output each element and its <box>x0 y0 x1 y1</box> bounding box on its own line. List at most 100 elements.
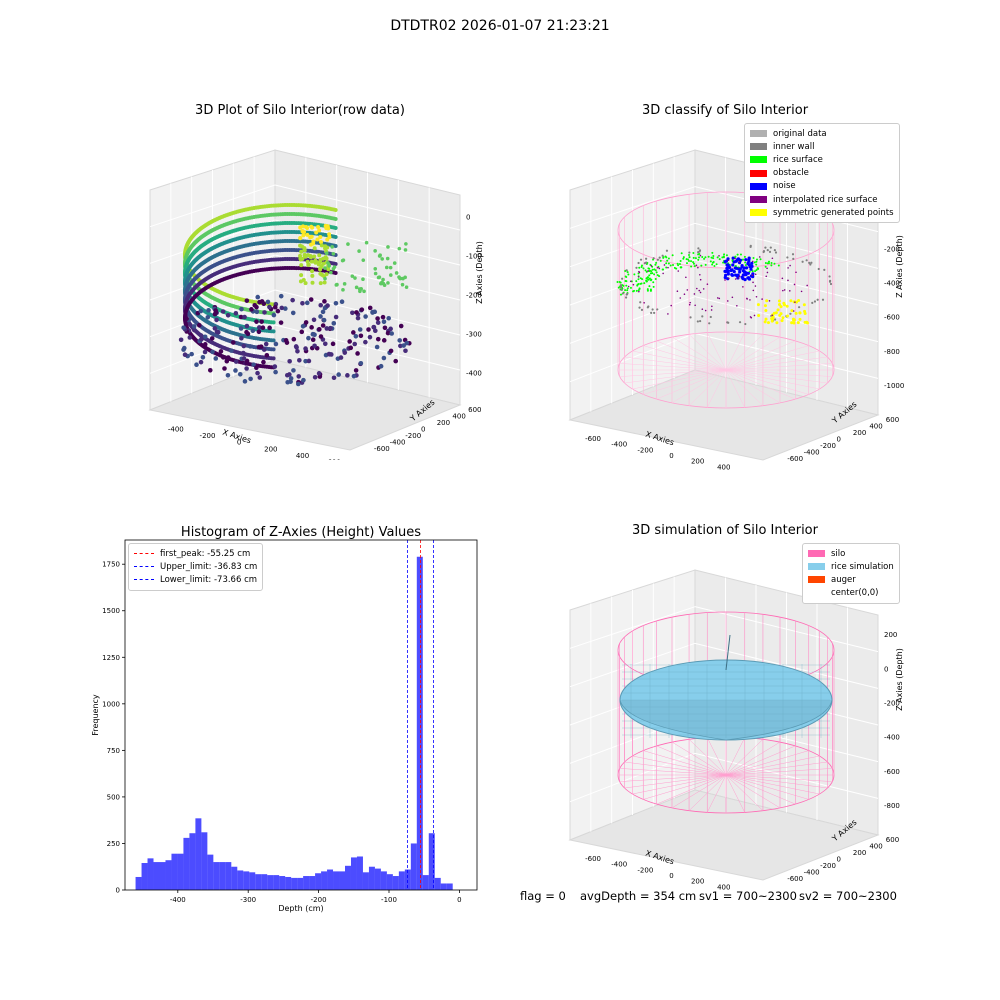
rice-surface-point <box>638 287 641 290</box>
rice-surface-point <box>685 258 688 261</box>
data-point <box>333 225 338 230</box>
data-point <box>378 363 384 369</box>
legend-swatch <box>750 196 767 204</box>
rice-surface-point <box>635 289 638 292</box>
data-point <box>225 312 231 318</box>
data-point <box>353 334 359 339</box>
rice-surface-point <box>687 260 690 263</box>
rice-surface-point <box>777 264 780 267</box>
inner-wall-point <box>658 256 661 259</box>
z-tick-label: -400 <box>466 370 482 378</box>
data-point <box>380 257 384 261</box>
data-point <box>254 365 259 371</box>
interpolated-point <box>758 256 761 258</box>
noise-point <box>747 257 751 261</box>
data-point <box>271 312 277 318</box>
data-point <box>404 340 410 346</box>
rice-surface-point <box>626 287 629 290</box>
data-point <box>381 277 385 282</box>
data-point <box>382 325 388 331</box>
classify-zlabel: Z Axies (Depth) <box>894 235 904 298</box>
interpolated-point <box>738 261 741 263</box>
data-point <box>312 374 318 380</box>
silo-wire <box>725 356 828 371</box>
data-point <box>295 348 300 354</box>
histogram-bar <box>404 869 411 890</box>
silo-wire <box>725 750 809 776</box>
data-point <box>181 325 186 330</box>
x-tick-label: -100 <box>381 896 397 904</box>
data-point <box>333 207 338 212</box>
data-point <box>267 325 272 331</box>
interpolated-point <box>789 264 791 267</box>
data-point <box>394 271 399 275</box>
x-tick-label: 0 <box>457 896 461 904</box>
interpolated-point <box>688 303 691 306</box>
data-point <box>316 225 321 230</box>
legend-label: rice simulation <box>831 561 894 572</box>
data-point <box>225 372 231 378</box>
rice-surface-point <box>662 268 665 271</box>
legend-swatch <box>750 209 767 217</box>
rice-surface-point <box>678 263 681 266</box>
x-tick-label: 200 <box>691 458 704 466</box>
legend-label: center(0,0) <box>831 588 879 599</box>
data-point <box>310 269 315 274</box>
y-tick-label: 600 <box>886 836 899 844</box>
interpolated-point <box>718 297 721 300</box>
data-point <box>325 303 330 308</box>
data-point <box>339 299 345 305</box>
rice-surface-point <box>743 255 746 258</box>
histogram-bar <box>189 833 196 890</box>
data-point <box>214 317 219 323</box>
interpolated-point <box>738 275 741 278</box>
data-point <box>398 343 403 349</box>
noise-point <box>749 267 753 271</box>
interpolated-point <box>766 271 769 274</box>
interpolated-point <box>806 284 808 287</box>
rice-surface-point <box>723 253 726 256</box>
histogram-bar <box>392 876 399 890</box>
y-tick-label: 0 <box>837 856 841 864</box>
rice-surface-point <box>666 259 669 262</box>
data-point <box>314 230 319 235</box>
rice-surface-point <box>742 258 745 261</box>
z-tick-label: 0 <box>466 214 470 222</box>
inner-wall-point <box>621 277 624 280</box>
silo-wire <box>725 737 745 776</box>
classify-3d-points <box>616 244 833 326</box>
data-point <box>316 371 322 376</box>
x-tick-label: -600 <box>585 435 601 443</box>
rice-surface-point <box>755 268 758 271</box>
data-point <box>256 325 262 330</box>
legend-entry: inner wall <box>750 140 894 153</box>
rice-surface-point <box>622 284 625 287</box>
symmetric-point <box>803 312 807 316</box>
data-point <box>346 242 350 246</box>
data-point <box>283 306 288 311</box>
data-point <box>283 338 289 343</box>
interpolated-point <box>751 260 754 263</box>
data-point <box>376 275 381 280</box>
rice-surface-point <box>645 270 648 273</box>
noise-point <box>737 267 741 271</box>
data-point <box>312 332 317 338</box>
silo-wire <box>671 774 727 809</box>
data-point <box>403 348 408 354</box>
data-point <box>331 267 336 271</box>
inner-wall-point <box>789 312 792 315</box>
noise-point <box>724 273 728 277</box>
inner-wall-point <box>698 250 701 253</box>
data-point <box>357 327 363 332</box>
rice-surface-point <box>637 289 640 292</box>
symmetric-point <box>757 314 761 318</box>
silo-wire <box>725 369 796 400</box>
rice-surface-point <box>656 274 659 277</box>
legend-entry: Upper_limit: -36.83 cm <box>134 560 257 573</box>
y-tick-label: -600 <box>787 455 803 463</box>
interpolated-point <box>782 289 784 292</box>
interpolated-point <box>737 277 740 279</box>
rice-surface-point <box>690 260 693 263</box>
noise-point <box>746 261 750 266</box>
data-point <box>299 329 305 335</box>
